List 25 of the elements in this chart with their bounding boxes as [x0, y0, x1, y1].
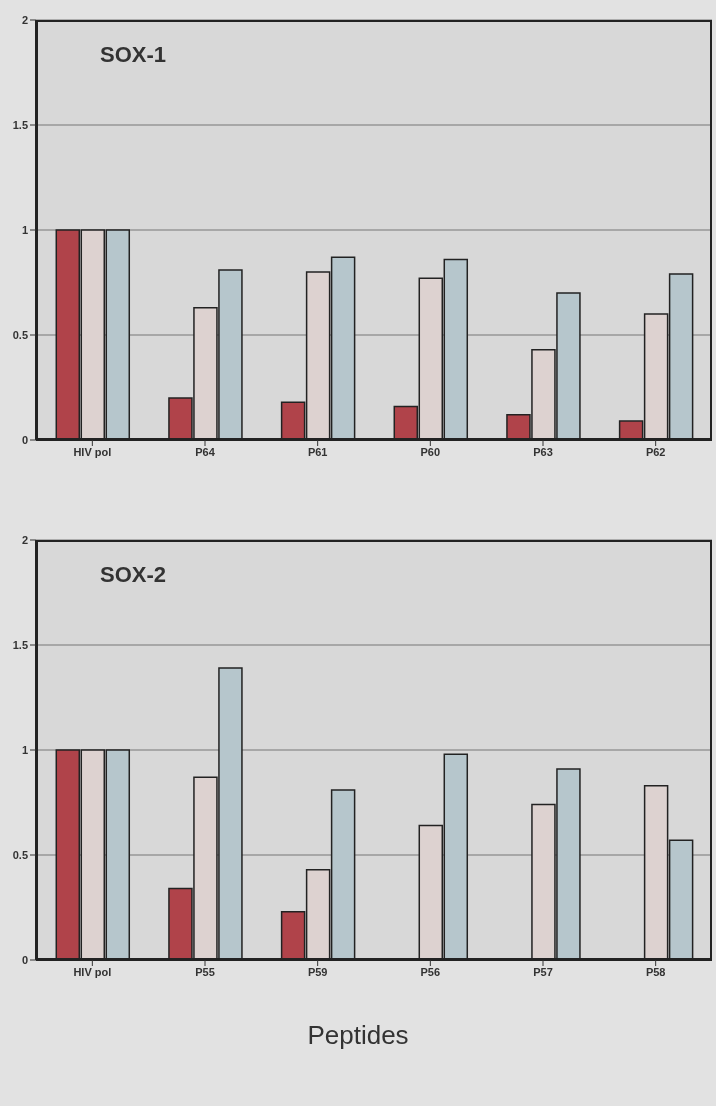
x-tick-label: P55	[195, 965, 215, 978]
y-tick-label: 0.5	[12, 328, 28, 341]
y-tick-label: 1.5	[12, 118, 28, 131]
x-tick-label: P59	[307, 965, 328, 978]
text: SOX-1	[100, 42, 167, 68]
y-tick-label: 0	[21, 433, 28, 446]
x-tick-label: P61	[307, 445, 328, 458]
x-tick-label: P60	[420, 445, 441, 458]
x-tick-label: HIV pol	[73, 445, 112, 458]
y-tick-label: 1.5	[12, 638, 28, 651]
x-tick-label: P64	[195, 445, 216, 458]
y-tick-label: 2	[21, 13, 28, 26]
x-tick-label: P57	[533, 965, 553, 978]
x-axis-title: Peptides	[306, 1020, 410, 1051]
x-tick-label: P63	[533, 445, 553, 458]
text: SOX-2	[100, 562, 167, 588]
y-tick-label: 1	[21, 223, 28, 236]
x-tick-label: HIV pol	[73, 965, 112, 978]
x-tick-label: P56	[420, 965, 441, 978]
y-tick-label: 2	[21, 533, 28, 546]
x-tick-label: P62	[645, 445, 666, 458]
y-tick-label: 0.5	[12, 848, 28, 861]
y-tick-label: 0	[21, 953, 28, 966]
x-tick-label: P58	[645, 965, 666, 978]
y-tick-label: 1	[21, 743, 28, 756]
